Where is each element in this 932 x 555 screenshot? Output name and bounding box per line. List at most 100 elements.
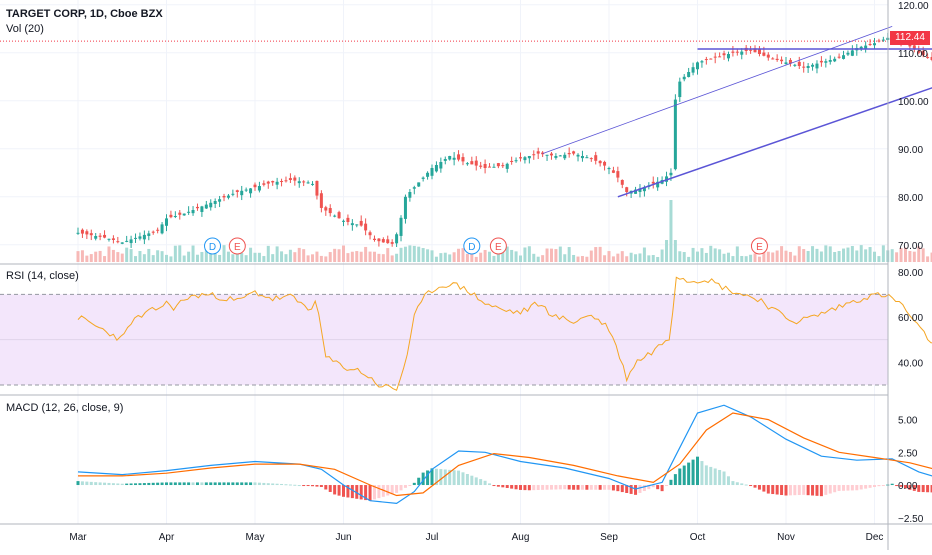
macd-histogram-bar <box>638 485 641 493</box>
price-tick-label: 100.00 <box>898 97 929 108</box>
candle-body <box>329 208 332 213</box>
volume-bar <box>302 249 305 262</box>
candle-body <box>373 239 376 240</box>
candle-body <box>515 160 518 161</box>
volume-bar <box>665 240 668 262</box>
volume-bar <box>408 245 411 262</box>
macd-histogram-bar <box>333 485 336 494</box>
candle-body <box>284 180 287 181</box>
volume-bar <box>426 249 429 262</box>
macd-histogram-bar <box>523 485 526 490</box>
volume-bar <box>417 247 420 262</box>
macd-histogram-bar <box>577 485 580 490</box>
macd-histogram-bar <box>169 482 172 485</box>
macd-histogram-bar <box>869 485 872 488</box>
macd-histogram-bar <box>603 485 606 490</box>
candle-body <box>492 167 495 168</box>
macd-histogram-bar <box>873 485 876 487</box>
candle-body <box>723 53 726 55</box>
macd-histogram-bar <box>147 483 150 485</box>
macd-histogram-bar <box>134 483 137 485</box>
candle-body <box>125 241 128 242</box>
candle-body <box>413 187 416 189</box>
macd-histogram-bar <box>581 485 584 490</box>
macd-histogram-bar <box>842 485 845 491</box>
candle-body <box>382 239 385 242</box>
macd-histogram-bar <box>183 482 186 485</box>
volume-bar <box>466 254 469 262</box>
volume-bar <box>488 252 491 262</box>
macd-histogram-bar <box>461 472 464 485</box>
candle-body <box>103 235 106 238</box>
volume-bar <box>214 254 217 262</box>
candle-body <box>431 168 434 176</box>
candle-body <box>829 60 832 62</box>
volume-bar <box>422 248 425 262</box>
macd-histogram-bar <box>302 485 305 486</box>
macd-histogram-bar <box>807 485 810 495</box>
candle-body <box>842 55 845 59</box>
macd-histogram-bar <box>192 482 195 485</box>
candle-body <box>107 239 110 240</box>
candle-body <box>302 181 305 182</box>
volume-bar <box>754 253 757 262</box>
candle-body <box>475 161 478 166</box>
macd-histogram-bar <box>608 485 611 490</box>
candle-body <box>249 188 252 193</box>
candle-body <box>90 233 93 235</box>
volume-bar <box>678 251 681 262</box>
macd-histogram-bar <box>280 484 283 485</box>
candle-body <box>444 159 447 161</box>
macd-histogram-bar <box>116 483 119 485</box>
candle-body <box>709 59 712 60</box>
candle-body <box>736 52 739 53</box>
candle-body <box>501 165 504 166</box>
candle-body <box>130 239 133 243</box>
macd-histogram-bar <box>85 482 88 485</box>
volume-bar <box>519 255 522 262</box>
candle-body <box>616 171 619 177</box>
volume-bar <box>585 257 588 262</box>
volume-bar <box>669 200 672 262</box>
volume-bar <box>603 255 606 262</box>
macd-histogram-bar <box>559 485 562 489</box>
macd-histogram-bar <box>258 483 261 485</box>
macd-histogram-bar <box>612 485 615 490</box>
volume-bar <box>254 253 257 262</box>
volume-bar <box>851 246 854 262</box>
volume-bar <box>174 246 177 262</box>
macd-histogram-bar <box>271 483 274 485</box>
macd-tick-label: 0.00 <box>898 481 918 492</box>
macd-histogram-bar <box>789 485 792 495</box>
volume-bar <box>510 250 513 262</box>
candle-body <box>510 161 513 162</box>
candle-body <box>134 238 137 239</box>
volume-bar <box>771 252 774 262</box>
macd-histogram-bar <box>815 485 818 496</box>
volume-bar <box>338 249 341 262</box>
volume-bar <box>298 248 301 262</box>
volume-bar <box>833 252 836 262</box>
candle-body <box>470 161 473 164</box>
macd-histogram-bar <box>338 485 341 496</box>
macd-histogram-bar <box>616 485 619 491</box>
candle-body <box>395 234 398 243</box>
macd-histogram-bar <box>315 485 318 487</box>
volume-bar <box>705 253 708 262</box>
volume-bar <box>846 248 849 262</box>
volume-bar <box>196 255 199 262</box>
volume-legend: Vol (20) <box>6 23 44 35</box>
candle-body <box>488 167 491 168</box>
candle-body <box>700 61 703 62</box>
macd-histogram-bar <box>121 484 124 485</box>
volume-bar <box>855 250 858 262</box>
macd-histogram-bar <box>678 469 681 485</box>
volume-bar <box>382 254 385 262</box>
macd-histogram-bar <box>736 482 739 485</box>
macd-histogram-bar <box>156 483 159 485</box>
candle-body <box>585 157 588 158</box>
volume-bar <box>183 256 186 262</box>
volume-bar <box>625 256 628 262</box>
